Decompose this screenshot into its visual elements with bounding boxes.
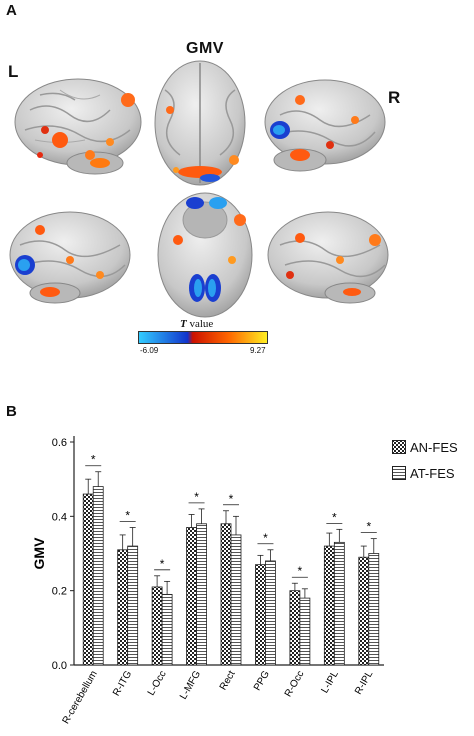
- chart-legend: AN-FES AT-FES: [392, 437, 472, 483]
- legend-swatch-checker: [392, 440, 406, 454]
- significance-star: *: [91, 453, 96, 467]
- x-tick-label: L-Occ: [146, 669, 169, 698]
- colorbar-title-rest: value: [186, 318, 214, 330]
- brain-left-lateral-upper: [14, 78, 142, 175]
- bar-at-fes: [196, 523, 207, 666]
- bar-at-fes: [127, 545, 139, 666]
- bar-at-fes: [265, 560, 276, 666]
- bar-an-fes: [117, 549, 129, 666]
- legend-item-at-fes: AT-FES: [392, 463, 472, 483]
- significance-star: *: [263, 531, 268, 545]
- legend-item-an-fes: AN-FES: [392, 437, 472, 457]
- brain-inferior-view: [157, 192, 253, 318]
- significance-star: *: [229, 492, 234, 506]
- bar-at-fes: [333, 541, 345, 666]
- significance-star: *: [332, 510, 337, 524]
- bar-an-fes: [289, 590, 301, 666]
- bar-at-fes: [299, 597, 311, 666]
- legend-label-an-fes: AN-FES: [410, 439, 458, 455]
- bar-an-fes: [82, 493, 94, 666]
- bar-an-fes: [151, 586, 163, 666]
- right-hemisphere-label: R: [388, 88, 401, 107]
- y-tick-label: 0.4: [52, 511, 67, 523]
- y-tick-label: 0.2: [52, 586, 67, 598]
- figure-title: GMV: [186, 40, 224, 57]
- gmv-bar-chart: 0.0 0.2 0.4 0.6 GMV * R-cerebellum * R-ITG * L-Occ…: [31, 436, 384, 726]
- significance-star: *: [298, 564, 303, 578]
- colorbar-title: T value: [180, 318, 213, 330]
- y-tick-label: 0.0: [52, 660, 67, 672]
- bar-an-fes: [323, 545, 335, 666]
- brain-renderings: [9, 60, 389, 318]
- left-hemisphere-label: L: [8, 62, 19, 81]
- bar-at-fes: [92, 486, 104, 666]
- y-axis-label: GMV: [31, 537, 47, 570]
- x-tick-label: R-cerebellum: [61, 669, 100, 726]
- x-tick-label: R-ITG: [111, 669, 134, 698]
- legend-swatch-stripes: [392, 466, 406, 480]
- y-tick-label: 0.6: [52, 437, 67, 449]
- legend-label-at-fes: AT-FES: [410, 465, 455, 481]
- x-tick-label: R-Occ: [283, 669, 307, 699]
- brain-superior-view: [154, 60, 246, 186]
- bar-at-fes: [161, 593, 173, 666]
- bar-at-fes: [230, 534, 242, 666]
- brain-left-lateral-lower: [9, 211, 131, 304]
- panel-a-label: A: [6, 2, 17, 19]
- bar-an-fes: [255, 564, 266, 666]
- colorbar: [138, 331, 268, 344]
- significance-star: *: [125, 508, 130, 522]
- bar-at-fes: [368, 553, 380, 666]
- brain-right-lateral-upper: [264, 79, 386, 172]
- panel-b-label: B: [6, 403, 17, 420]
- significance-star: *: [366, 520, 371, 534]
- colorbar-min-label: -6.09: [140, 346, 159, 355]
- x-tick-label: L-IPL: [319, 669, 341, 696]
- colorbar-max-label: 9.27: [250, 346, 266, 355]
- colorbar-title-italic: T: [180, 318, 187, 330]
- bar-an-fes: [186, 527, 197, 666]
- x-tick-label: PPG: [252, 669, 272, 693]
- brain-right-lateral-lower: [267, 211, 389, 304]
- significance-star: *: [194, 490, 199, 504]
- x-tick-label: Rect: [218, 669, 238, 692]
- bar-an-fes: [220, 523, 232, 666]
- x-tick-label: R-IPL: [353, 669, 376, 697]
- significance-star: *: [160, 557, 165, 571]
- x-tick-label: L-MFG: [178, 669, 203, 702]
- bar-an-fes: [358, 556, 370, 666]
